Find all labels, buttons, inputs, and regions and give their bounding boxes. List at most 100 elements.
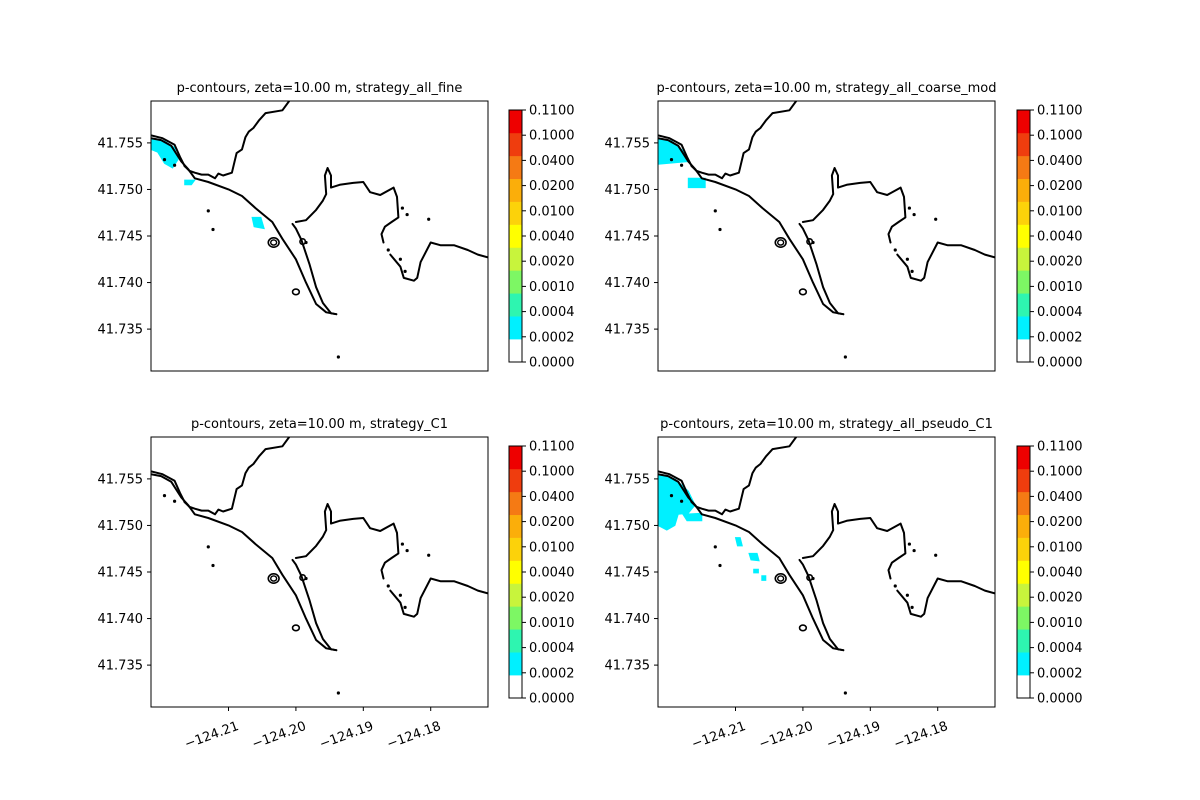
contour-region-1 [687,177,706,189]
colorbar-band-9 [1017,468,1030,493]
coast-dot-6 [893,584,897,588]
coast-dot-10 [912,548,916,553]
colorbar-band-1 [1017,652,1030,676]
x-tick-label-3: −124.18 [892,719,950,752]
coast-dot-0 [162,494,167,498]
island-0 [267,573,280,584]
coast-dot-8 [403,269,407,273]
colorbar-band-9 [1017,132,1030,157]
coast-dot-0 [669,158,674,162]
colorbar-tick-label-8: 0.0004 [1037,641,1083,656]
colorbar-tick-label-10: 0.0000 [1037,692,1083,707]
colorbar-band-6 [1017,201,1030,225]
coast-dot-7 [398,257,402,261]
plot-area: 41.735 41.740 41.745 41.750 41.755 [605,100,996,372]
coast-dot-4 [811,576,815,581]
coast-dot-9 [400,206,405,210]
colorbar-band-5 [1017,560,1030,584]
island-inner-0 [777,575,785,582]
coast-dot-5 [843,355,847,359]
coast-dot-1 [679,163,684,167]
colorbar-tick-label-2: 0.0400 [529,490,575,505]
coastline-line-4 [896,577,995,618]
colorbar-band-8 [1017,491,1030,516]
colorbar-tick-label-1: 0.1000 [529,465,575,480]
colorbar-band-0 [1017,675,1030,699]
colorbar-tick-label-1: 0.1000 [1037,129,1083,144]
colorbar-band-1 [1017,316,1030,340]
coastline-line-1 [658,470,693,504]
colorbar-band-9 [509,468,522,493]
plot-content [151,101,488,359]
colorbar-band-10 [509,446,522,470]
colorbar-tick-label-7: 0.0010 [1037,280,1083,295]
coast-dot-7 [905,257,909,261]
colorbar-band-9 [509,132,522,157]
colorbar-tick-label-4: 0.0100 [1037,540,1083,555]
island-1 [291,624,301,632]
colorbar-tick-label-9: 0.0002 [529,666,575,681]
coastline-line-0 [658,137,845,316]
colorbar-band-7 [1017,178,1030,202]
coast-dot-10 [405,212,409,217]
coastline-line-5 [798,558,845,652]
colorbar-tick-label-4: 0.0100 [529,540,575,555]
coast-dot-6 [386,248,390,252]
colorbar-band-1 [509,652,522,676]
colorbar-tick-label-5: 0.0040 [529,230,575,245]
coast-dot-5 [336,691,340,695]
colorbar-band-3 [1017,606,1030,630]
contour-region-2 [251,216,265,230]
coastline-line-1 [658,134,693,168]
axes-frame [657,436,996,708]
coastline-line-1 [151,134,186,168]
subplot-title: p-contours, zeta=10.00 m, strategy_all_f… [177,81,463,96]
colorbar: 0.1100 0.1000 0.0400 0.0200 0.0100 0.0040 0.00… [508,440,575,707]
y-tick-label-4: 41.755 [605,136,651,151]
colorbar-band-2 [1017,293,1030,317]
colorbar-tick-label-6: 0.0020 [529,591,575,606]
colorbar-band-3 [509,270,522,294]
colorbar-tick-label-4: 0.0100 [529,204,575,219]
coast-dot-8 [910,269,914,273]
coastline-line-2 [183,437,291,516]
x-tick-label-0: −124.21 [183,719,241,752]
colorbar-tick-label-10: 0.0000 [1037,356,1083,371]
coast-dot-0 [162,158,167,162]
colorbar-band-5 [1017,224,1030,248]
y-tick-label-3: 41.750 [605,519,651,534]
y-tick-label-0: 41.735 [605,323,651,338]
contour-region-0 [658,473,696,531]
y-tick-label-2: 41.745 [98,230,144,245]
colorbar-tick-label-0: 0.1100 [529,440,575,455]
colorbar-tick-label-10: 0.0000 [529,356,575,371]
coastline-line-4 [389,577,488,618]
coastline-line-2 [183,101,291,180]
colorbar-band-6 [1017,537,1030,561]
coastline-line-0 [151,473,338,652]
subplot-strategy-all-fine: p-contours, zeta=10.00 m, strategy_all_f… [98,81,575,372]
colorbar-band-10 [1017,110,1030,134]
subplot-title: p-contours, zeta=10.00 m, strategy_all_p… [660,417,993,432]
colorbar-tick-label-8: 0.0004 [529,641,575,656]
contour-region-1 [682,512,703,522]
colorbar-band-0 [509,339,522,363]
colorbar-tick-label-5: 0.0040 [529,566,575,581]
x-tick-label-2: −124.19 [318,719,376,752]
y-tick-label-2: 41.745 [98,566,144,581]
colorbar-tick-label-6: 0.0020 [1037,591,1083,606]
coast-dot-11 [427,553,431,557]
island-inner-0 [270,239,278,246]
colorbar-tick-label-3: 0.0200 [529,515,575,530]
contour-region-5 [761,575,767,581]
colorbar-band-6 [509,537,522,561]
colorbar-tick-label-4: 0.0100 [1037,204,1083,219]
colorbar-tick-label-3: 0.0200 [529,179,575,194]
colorbar-tick-label-2: 0.0400 [1037,490,1083,505]
coast-dot-10 [405,548,409,553]
coast-dot-4 [811,240,815,245]
coast-dot-2 [713,209,717,213]
colorbar-tick-label-2: 0.0400 [1037,154,1083,169]
coast-dot-6 [893,248,897,252]
subplot-title: p-contours, zeta=10.00 m, strategy_all_c… [657,81,997,96]
